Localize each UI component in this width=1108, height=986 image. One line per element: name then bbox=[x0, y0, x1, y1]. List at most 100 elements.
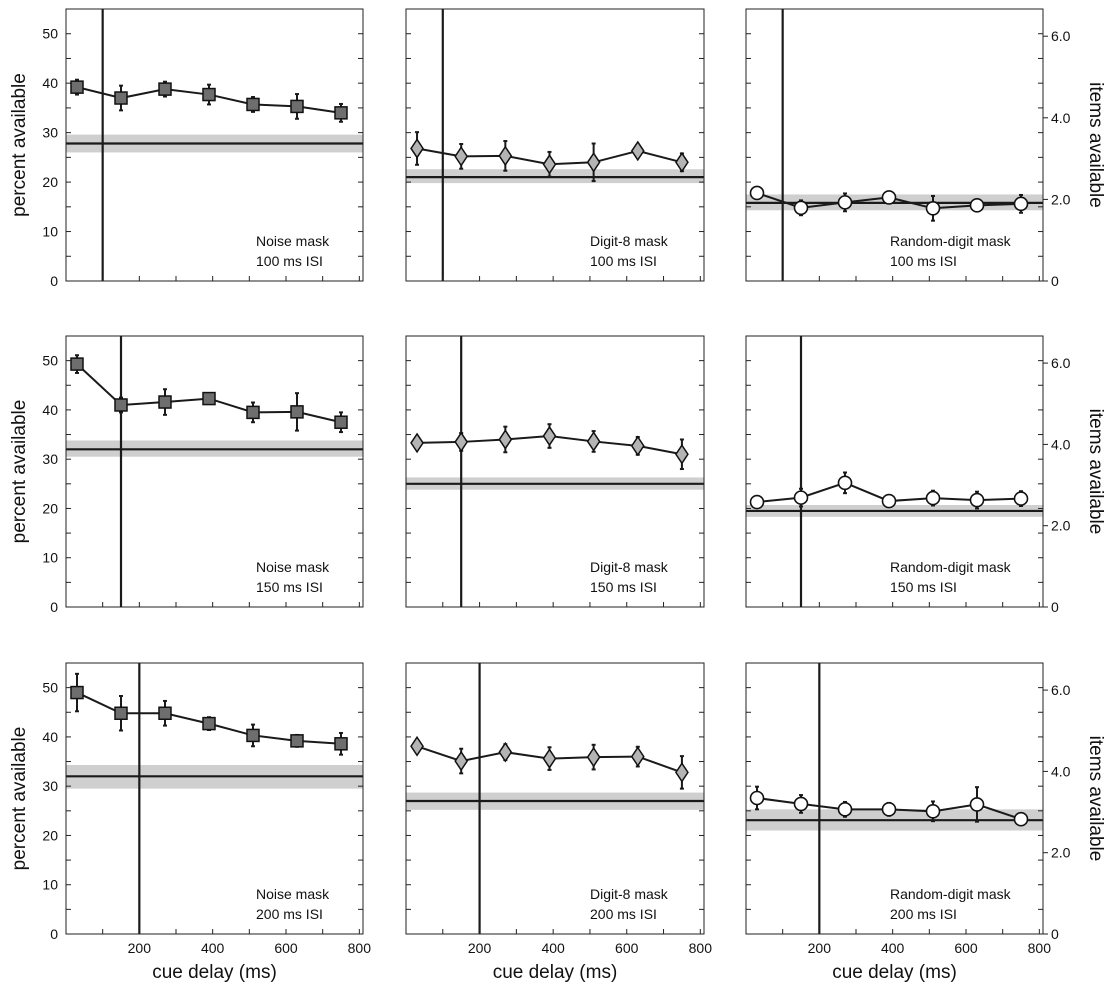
y-tick-label: 50 bbox=[42, 353, 58, 369]
y2-tick-label: 6.0 bbox=[1051, 682, 1071, 698]
axes-frame bbox=[745, 335, 1044, 608]
y2-tick-label: 0 bbox=[1051, 273, 1059, 289]
data-point bbox=[586, 151, 601, 173]
panel-label-mask: Noise mask bbox=[256, 559, 330, 575]
panel-label-isi: 200 ms ISI bbox=[590, 906, 657, 922]
x-tick-label: 400 bbox=[541, 940, 565, 956]
y2-tick-label: 4.0 bbox=[1051, 763, 1071, 779]
data-point bbox=[1013, 196, 1029, 212]
data-point bbox=[498, 741, 513, 763]
data-point bbox=[793, 796, 809, 812]
panel-2-2: Digit-8 mask 150 ms ISI bbox=[405, 335, 705, 608]
y-tick-label: 10 bbox=[42, 877, 58, 893]
data-point bbox=[158, 395, 172, 409]
data-point bbox=[290, 99, 304, 114]
x-tick-label: 200 bbox=[808, 940, 832, 956]
panel-2-1: 0 10 20 30 40 50 Noise mask 150 ms ISI bbox=[42, 335, 364, 615]
panel-label-mask: Noise mask bbox=[256, 886, 330, 902]
y2-tick-label: 2.0 bbox=[1051, 845, 1071, 861]
data-point bbox=[70, 80, 84, 94]
data-point bbox=[925, 201, 941, 216]
x-tick-label: 600 bbox=[615, 940, 639, 956]
data-point bbox=[881, 190, 897, 205]
data-point bbox=[793, 200, 809, 216]
y-axis-label-right: items available bbox=[1085, 736, 1106, 862]
data-point bbox=[749, 790, 765, 806]
data-point bbox=[675, 443, 689, 465]
data-point bbox=[630, 746, 645, 767]
x-tick-label: 600 bbox=[954, 940, 978, 956]
data-point bbox=[675, 151, 689, 173]
panel-label-isi: 100 ms ISI bbox=[590, 253, 657, 269]
panel-label-isi: 150 ms ISI bbox=[890, 579, 957, 595]
panel-label-mask: Digit-8 mask bbox=[590, 559, 669, 575]
y-tick-label: 40 bbox=[42, 402, 58, 418]
panel-3-3: 0 2.0 4.0 6.0 200 400 600 800 cue delay (ms) Rand… bbox=[745, 662, 1071, 983]
y2-tick-label: 6.0 bbox=[1051, 355, 1071, 371]
y2-tick-label: 2.0 bbox=[1051, 191, 1071, 207]
data-point bbox=[881, 802, 897, 817]
panel-3-1: 0 10 20 30 40 50 200 400 600 800 cue delay (ms) Noi… bbox=[42, 662, 371, 983]
data-point bbox=[542, 425, 557, 447]
y-axis-label-right: items available bbox=[1085, 409, 1106, 535]
x-tick-label: 800 bbox=[1028, 940, 1052, 956]
x-axis-label: cue delay (ms) bbox=[152, 962, 277, 983]
x-tick-label: 200 bbox=[128, 940, 152, 956]
panel-label-isi: 100 ms ISI bbox=[890, 253, 957, 269]
y-axis-label-left: percent available bbox=[9, 400, 30, 544]
y-axis-label-right: items available bbox=[1085, 82, 1106, 208]
y2-tick-label: 0 bbox=[1051, 926, 1059, 942]
data-point bbox=[454, 146, 469, 167]
data-point bbox=[498, 429, 513, 450]
panel-label-isi: 200 ms ISI bbox=[256, 906, 323, 922]
data-point bbox=[70, 357, 84, 371]
panel-label-mask: Random-digit mask bbox=[890, 559, 1012, 575]
x-tick-label: 600 bbox=[274, 940, 298, 956]
data-point bbox=[749, 494, 765, 510]
axes-frame bbox=[745, 662, 1044, 935]
y2-tick-label: 2.0 bbox=[1051, 518, 1071, 534]
panel-label-isi: 200 ms ISI bbox=[890, 906, 957, 922]
y-tick-label: 30 bbox=[42, 451, 58, 467]
panel-1-2: Digit-8 mask 100 ms ISI bbox=[405, 8, 705, 282]
panel-1-3: 0 2.0 4.0 6.0 Random-digit mask 100 ms ISI bbox=[745, 8, 1071, 289]
x-tick-label: 200 bbox=[468, 940, 492, 956]
y-tick-label: 10 bbox=[42, 550, 58, 566]
data-point bbox=[70, 685, 84, 700]
panel-label-mask: Digit-8 mask bbox=[590, 233, 669, 249]
data-point bbox=[114, 706, 128, 721]
data-point bbox=[542, 748, 557, 769]
data-point bbox=[749, 185, 765, 201]
data-point bbox=[630, 435, 645, 457]
y-tick-label: 0 bbox=[50, 599, 58, 615]
data-point bbox=[837, 475, 853, 491]
data-point bbox=[586, 431, 601, 452]
y-tick-label: 50 bbox=[42, 680, 58, 696]
y-tick-label: 0 bbox=[50, 926, 58, 942]
x-axis-label: cue delay (ms) bbox=[493, 962, 618, 983]
data-point bbox=[114, 91, 128, 105]
data-point bbox=[586, 746, 601, 768]
y-tick-label: 40 bbox=[42, 729, 58, 745]
y2-tick-label: 0 bbox=[1051, 599, 1059, 615]
data-point bbox=[246, 728, 260, 743]
data-point bbox=[454, 431, 469, 453]
y-tick-label: 50 bbox=[42, 26, 58, 42]
data-point bbox=[114, 398, 128, 412]
data-point bbox=[246, 405, 260, 420]
data-point bbox=[334, 106, 348, 120]
x-axis-label: cue delay (ms) bbox=[832, 962, 957, 983]
data-point bbox=[630, 140, 645, 162]
panel-label-mask: Digit-8 mask bbox=[590, 886, 669, 902]
data-point bbox=[498, 145, 513, 167]
y-tick-label: 40 bbox=[42, 75, 58, 91]
y2-tick-label: 4.0 bbox=[1051, 436, 1071, 452]
data-point bbox=[542, 153, 557, 175]
data-point bbox=[969, 797, 985, 812]
data-point bbox=[925, 490, 941, 506]
panel-label-isi: 100 ms ISI bbox=[256, 253, 323, 269]
data-point bbox=[837, 802, 853, 817]
y-tick-label: 10 bbox=[42, 224, 58, 240]
axes-frame bbox=[405, 8, 705, 282]
data-point bbox=[454, 750, 469, 772]
